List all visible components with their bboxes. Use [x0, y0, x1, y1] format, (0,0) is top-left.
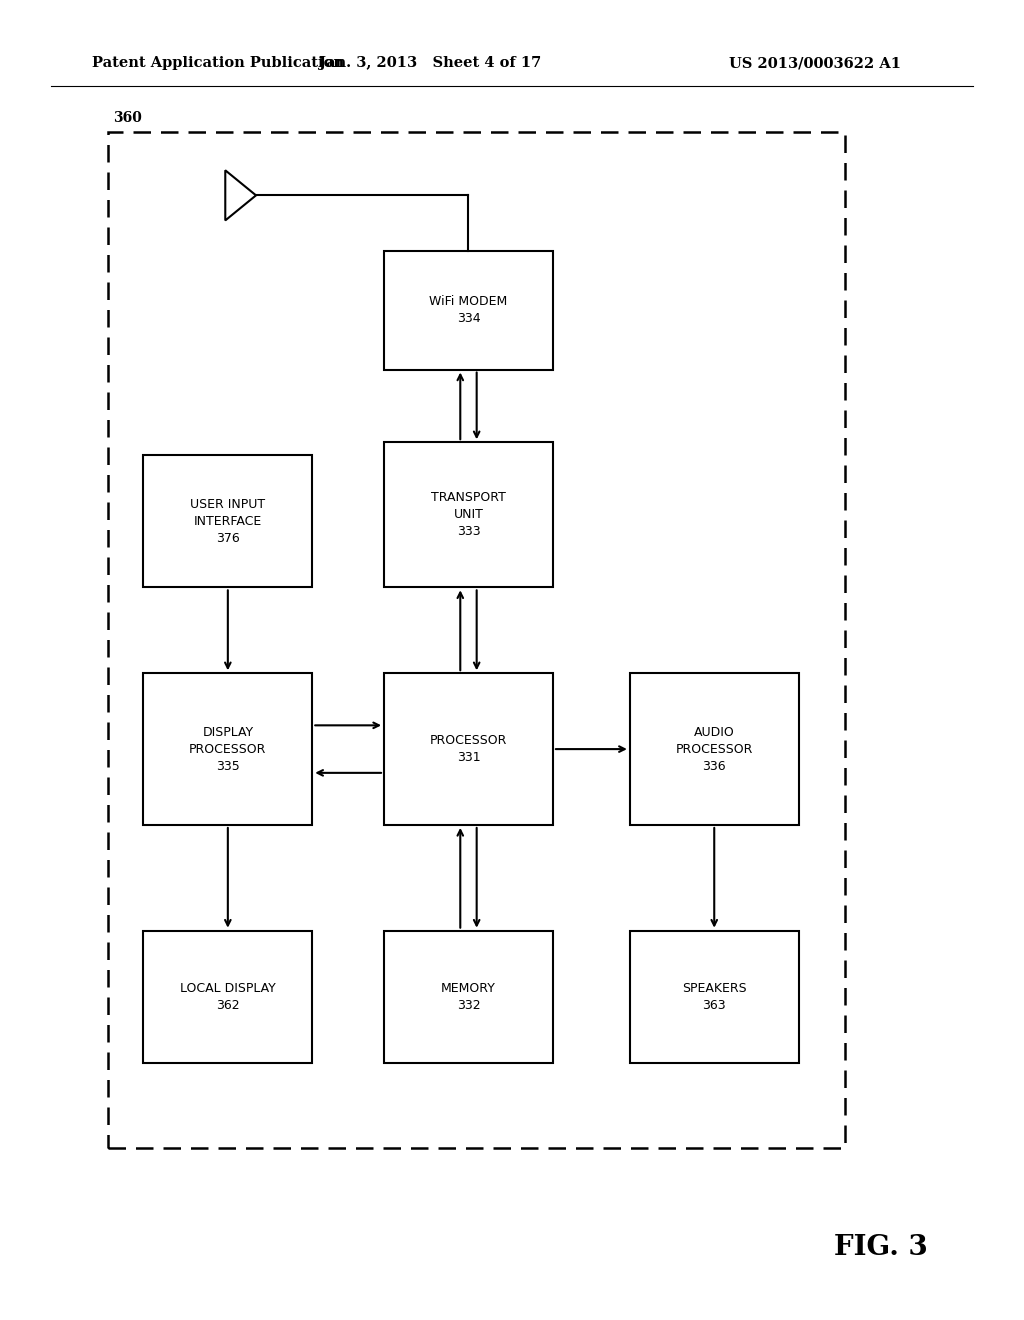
Text: USER INPUT
INTERFACE
376: USER INPUT INTERFACE 376	[190, 498, 265, 545]
Bar	[384, 251, 553, 370]
Text: PROCESSOR
331: PROCESSOR 331	[430, 734, 507, 764]
Bar	[384, 673, 553, 825]
Text: WiFi MODEM
334: WiFi MODEM 334	[429, 296, 508, 325]
Text: TRANSPORT
UNIT
333: TRANSPORT UNIT 333	[431, 491, 506, 539]
Bar	[384, 931, 553, 1063]
Text: AUDIO
PROCESSOR
336: AUDIO PROCESSOR 336	[676, 726, 753, 772]
Text: Patent Application Publication: Patent Application Publication	[92, 57, 344, 70]
Text: 360: 360	[113, 111, 141, 125]
Text: MEMORY
332: MEMORY 332	[441, 982, 496, 1011]
Bar	[143, 455, 312, 587]
Bar	[384, 442, 553, 587]
Bar	[143, 673, 312, 825]
Bar	[143, 931, 312, 1063]
Bar	[630, 673, 799, 825]
Bar	[108, 132, 845, 1148]
Bar	[630, 931, 799, 1063]
Text: SPEAKERS
363: SPEAKERS 363	[682, 982, 746, 1011]
Text: LOCAL DISPLAY
362: LOCAL DISPLAY 362	[180, 982, 275, 1011]
Text: FIG. 3: FIG. 3	[834, 1234, 928, 1261]
Text: US 2013/0003622 A1: US 2013/0003622 A1	[729, 57, 901, 70]
Text: Jan. 3, 2013   Sheet 4 of 17: Jan. 3, 2013 Sheet 4 of 17	[318, 57, 542, 70]
Text: DISPLAY
PROCESSOR
335: DISPLAY PROCESSOR 335	[189, 726, 266, 772]
